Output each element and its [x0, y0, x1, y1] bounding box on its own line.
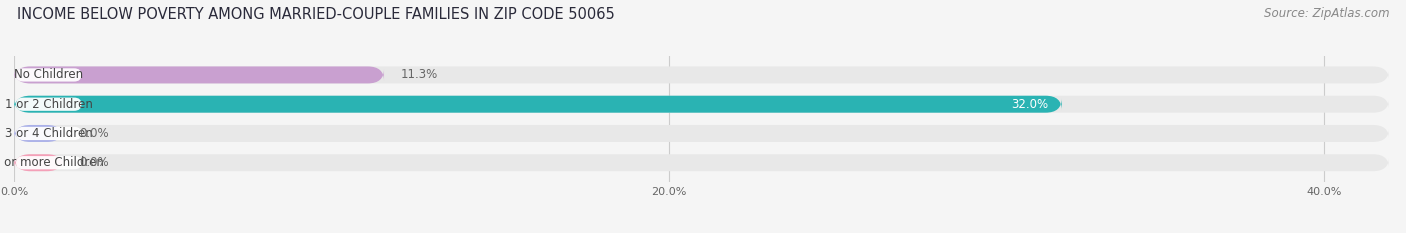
Text: No Children: No Children [14, 69, 83, 82]
Text: 0.0%: 0.0% [80, 156, 110, 169]
Text: Source: ZipAtlas.com: Source: ZipAtlas.com [1264, 7, 1389, 20]
Text: 5 or more Children: 5 or more Children [0, 156, 104, 169]
FancyBboxPatch shape [15, 98, 82, 111]
FancyBboxPatch shape [14, 125, 63, 142]
Text: 3 or 4 Children: 3 or 4 Children [4, 127, 93, 140]
FancyBboxPatch shape [14, 125, 1389, 142]
FancyBboxPatch shape [14, 66, 1389, 83]
FancyBboxPatch shape [15, 127, 82, 140]
FancyBboxPatch shape [15, 156, 82, 169]
Text: INCOME BELOW POVERTY AMONG MARRIED-COUPLE FAMILIES IN ZIP CODE 50065: INCOME BELOW POVERTY AMONG MARRIED-COUPL… [17, 7, 614, 22]
FancyBboxPatch shape [14, 96, 1062, 113]
FancyBboxPatch shape [15, 68, 82, 82]
FancyBboxPatch shape [14, 154, 63, 171]
FancyBboxPatch shape [14, 154, 1389, 171]
Text: 32.0%: 32.0% [1011, 98, 1049, 111]
Text: 0.0%: 0.0% [80, 127, 110, 140]
FancyBboxPatch shape [14, 96, 1389, 113]
FancyBboxPatch shape [14, 66, 384, 83]
Text: 11.3%: 11.3% [401, 69, 437, 82]
Text: 1 or 2 Children: 1 or 2 Children [4, 98, 93, 111]
